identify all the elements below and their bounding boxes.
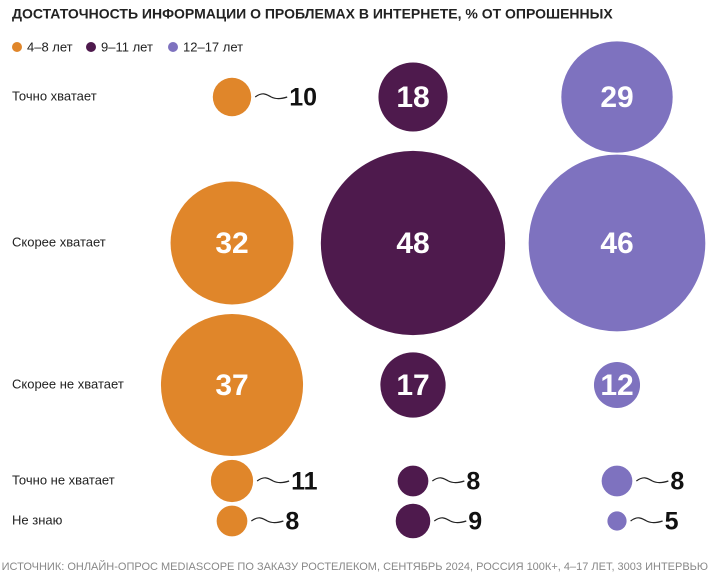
connector (251, 517, 284, 524)
legend-swatch (12, 42, 22, 52)
value-label: 29 (600, 81, 633, 114)
bubble (397, 465, 429, 497)
bubble (216, 505, 248, 537)
row-label: Не знаю (12, 512, 63, 527)
row-label: Скорее хватает (12, 234, 106, 249)
connector (256, 477, 290, 484)
connector (636, 477, 669, 484)
value-label: 46 (600, 227, 633, 260)
bubble (601, 465, 633, 497)
bubble (212, 77, 252, 117)
legend-label: 9–11 лет (101, 39, 153, 54)
connector (630, 517, 663, 524)
value-label: 5 (665, 508, 679, 536)
legend-swatch (86, 42, 96, 52)
bubble (160, 313, 304, 457)
bubble (593, 361, 641, 409)
source-note: ИСТОЧНИК: ОНЛАЙН-ОПРОС MEDIASCOPE ПО ЗАК… (2, 560, 708, 573)
value-label: 48 (396, 227, 429, 260)
bubble (395, 503, 431, 539)
chart-title: ДОСТАТОЧНОСТЬ ИНФОРМАЦИИ О ПРОБЛЕМАХ В И… (12, 6, 613, 22)
value-label: 32 (215, 227, 248, 260)
legend-label: 12–17 лет (183, 39, 243, 54)
value-label: 8 (670, 468, 684, 496)
row-label: Точно хватает (12, 88, 97, 103)
row-label: Скорее не хватает (12, 376, 124, 391)
bubble (561, 41, 673, 153)
bubble (170, 181, 294, 305)
value-label: 9 (468, 508, 482, 536)
legend-label: 4–8 лет (27, 39, 73, 54)
bubble (380, 352, 446, 418)
value-label: 37 (215, 369, 248, 402)
bubble (320, 150, 506, 336)
bubble (378, 62, 448, 132)
value-label: 11 (291, 468, 318, 496)
legend-swatch (168, 42, 178, 52)
bubble (210, 459, 254, 503)
connector (433, 517, 467, 524)
row-label: Точно не хватает (12, 472, 115, 487)
value-label: 18 (396, 81, 429, 114)
connector (254, 93, 288, 100)
value-label: 10 (289, 84, 317, 112)
connector (432, 477, 465, 484)
value-label: 17 (396, 369, 429, 402)
value-label: 12 (600, 369, 633, 402)
bubble (528, 154, 706, 332)
bubble (607, 511, 627, 531)
value-label: 8 (285, 508, 299, 536)
value-label: 8 (466, 468, 480, 496)
